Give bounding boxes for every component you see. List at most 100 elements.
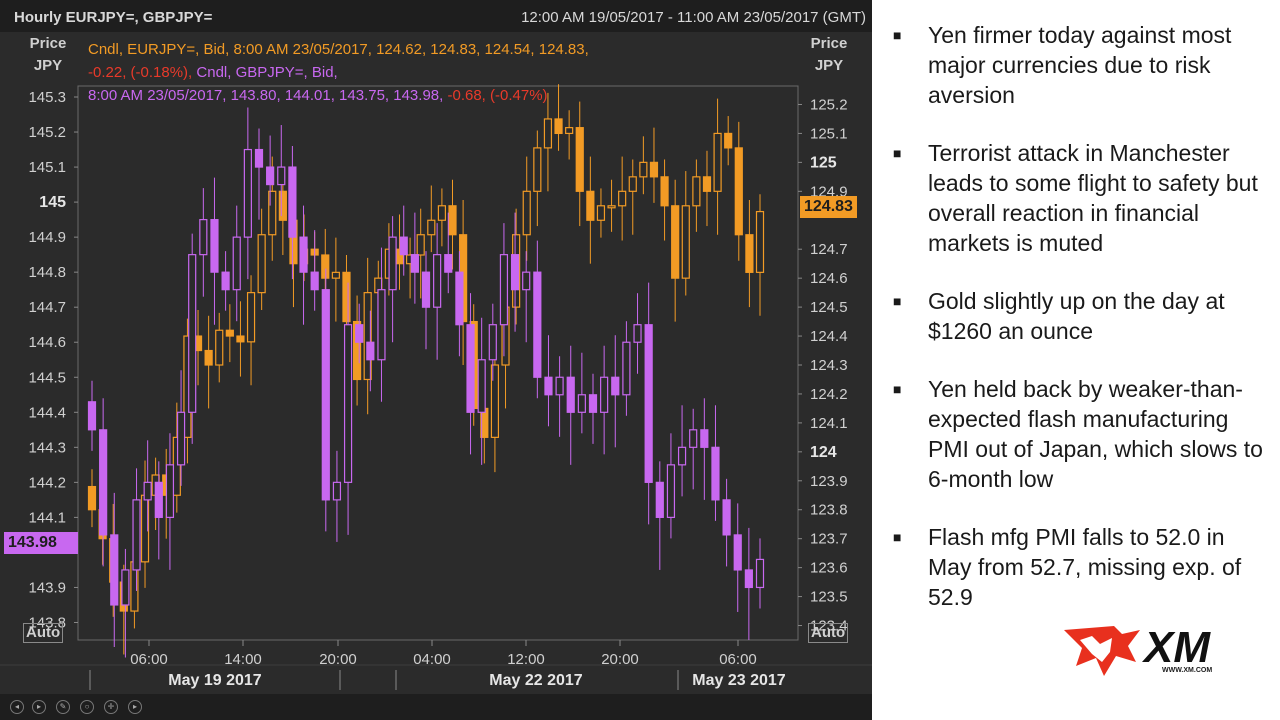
GBPJPY=-candle	[243, 148, 252, 238]
bullet-text: Gold slightly up on the day at $1260 an …	[928, 288, 1225, 344]
right-tick-label: 123.9	[810, 473, 848, 490]
rewind-icon[interactable]: ◂	[10, 700, 24, 714]
EURJPY=-candle	[618, 190, 627, 207]
GBPJPY=-candle	[655, 481, 664, 518]
GBPJPY=-candle	[644, 324, 653, 483]
left-tick-label: 144.5	[28, 369, 66, 386]
GBPJPY=-candle	[555, 376, 564, 396]
GBPJPY=-candle	[733, 534, 742, 571]
EURJPY=-candle	[522, 190, 531, 236]
GBPJPY=-candle	[744, 569, 753, 589]
EURJPY=-candle	[268, 190, 277, 236]
left-tick-label: 143.8	[28, 614, 66, 631]
GBPJPY=-candle	[176, 411, 186, 466]
GBPJPY=-candle	[510, 254, 520, 291]
EURJPY=-candle	[490, 364, 500, 438]
GBPJPY=-candle	[99, 429, 108, 536]
date-tick-label: May 22 2017	[489, 672, 583, 689]
EURJPY=-candle	[586, 190, 595, 221]
eurjpy-last-price-tag: 124.83	[800, 196, 857, 218]
EURJPY=-candle	[554, 118, 563, 135]
EURJPY=-candle	[87, 485, 97, 511]
right-tick-label: 124.2	[810, 386, 848, 403]
zoom-icon[interactable]: ○	[80, 700, 94, 714]
left-tick-label: 144.3	[28, 439, 66, 456]
GBPJPY=-candle	[121, 569, 130, 606]
gbpjpy-last-price-tag: 143.98	[4, 532, 78, 554]
GBPJPY=-candle	[633, 324, 642, 343]
GBPJPY=-candle	[377, 289, 386, 361]
time-tick-label: 06:00	[130, 651, 168, 668]
bullet-icon: ■	[893, 145, 902, 161]
EURJPY=-candle	[543, 118, 553, 149]
left-tick-label: 144.2	[28, 474, 66, 491]
legend-gbpjpy-head: Cndl, GBPJPY=, Bid,	[196, 64, 338, 81]
GBPJPY=-candle	[444, 254, 453, 273]
right-tick-label: 125.2	[810, 96, 848, 113]
pan-icon[interactable]: ✛	[104, 700, 118, 714]
GBPJPY=-candle	[188, 254, 197, 413]
right-axis-label-line2: JPY	[814, 57, 844, 74]
EURJPY=-candle	[342, 271, 351, 323]
GBPJPY=-candle	[622, 341, 631, 396]
GBPJPY=-candle	[165, 464, 175, 518]
GBPJPY=-candle	[221, 271, 230, 291]
left-tick-label: 143.9	[28, 579, 66, 596]
left-tick-label: 144.4	[28, 404, 66, 421]
chart-legend: Cndl, EURJPY=, Bid, 8:00 AM 23/05/2017, …	[88, 38, 728, 107]
EURJPY=-candle	[565, 127, 574, 135]
EURJPY=-candle	[236, 335, 245, 343]
EURJPY=-candle	[215, 329, 224, 366]
bullet-icon: ■	[893, 529, 902, 545]
date-tick-label: May 23 2017	[692, 672, 786, 689]
GBPJPY=-candle	[154, 481, 163, 518]
GBPJPY=-candle	[711, 446, 720, 501]
pencil-icon[interactable]: ✎	[56, 700, 70, 714]
commentary-list: ■ Yen firmer today against most major cur…	[888, 20, 1273, 640]
bullet-text: Yen held back by weaker-than-expected fl…	[928, 376, 1263, 492]
logo-url: WWW.XM.COM	[1162, 667, 1213, 674]
GBPJPY=-candle	[499, 254, 509, 326]
GBPJPY=-candle	[455, 271, 464, 326]
play-icon[interactable]: ▸	[32, 700, 46, 714]
GBPJPY=-candle	[466, 324, 475, 413]
bullet-item: ■ Yen held back by weaker-than-expected f…	[888, 374, 1273, 494]
GBPJPY=-candle	[321, 289, 330, 501]
EURJPY=-candle	[702, 176, 712, 192]
time-tick-label: 12:00	[507, 651, 545, 668]
legend-gbpjpy: 8:00 AM 23/05/2017, 143.80, 144.01, 143.…	[88, 87, 444, 104]
right-tick-label: 123.7	[810, 531, 848, 548]
right-tick-label: 123.4	[810, 618, 848, 635]
GBPJPY=-candle	[410, 254, 419, 273]
EURJPY=-candle	[225, 329, 234, 337]
EURJPY=-candle	[363, 292, 372, 381]
scroll-right-icon[interactable]: ▸	[128, 700, 142, 714]
EURJPY=-candle	[734, 147, 743, 236]
bullet-text: Yen firmer today against most major curr…	[928, 22, 1232, 108]
GBPJPY=-candle	[355, 324, 364, 343]
right-tick-label: 124.1	[810, 415, 848, 432]
left-tick-label: 145.2	[28, 124, 66, 141]
GBPJPY=-candle	[577, 394, 586, 413]
legend-gbpjpy-change: -0.68, (-0.47%)	[447, 87, 548, 104]
time-tick-label: 04:00	[413, 651, 451, 668]
GBPJPY=-candle	[143, 481, 152, 501]
EURJPY=-candle	[321, 254, 330, 279]
EURJPY=-candle	[607, 205, 616, 209]
candlestick-chart[interactable]: 145.3 145.2 145.1 145 144.9 144.8 144.7 144.6 14…	[0, 0, 872, 720]
auto-scale-right-button[interactable]: Auto	[808, 623, 849, 643]
GBPJPY=-candle	[421, 271, 431, 308]
right-tick-label: 124	[810, 444, 837, 461]
GBPJPY=-candle	[87, 401, 97, 431]
right-tick-label: 124.3	[810, 357, 848, 374]
time-tick-label: 20:00	[601, 651, 639, 668]
GBPJPY=-candle	[600, 376, 609, 413]
EURJPY=-candle	[448, 205, 457, 236]
right-tick-label: 123.6	[810, 560, 848, 577]
bullet-icon: ■	[893, 27, 902, 43]
auto-scale-left-button[interactable]: Auto	[23, 623, 64, 643]
bullet-text: Terrorist attack in Manchester leads to …	[928, 140, 1258, 256]
EURJPY=-candle	[755, 210, 765, 273]
left-tick-label: 144.6	[28, 334, 66, 351]
EURJPY=-candle	[692, 176, 701, 207]
